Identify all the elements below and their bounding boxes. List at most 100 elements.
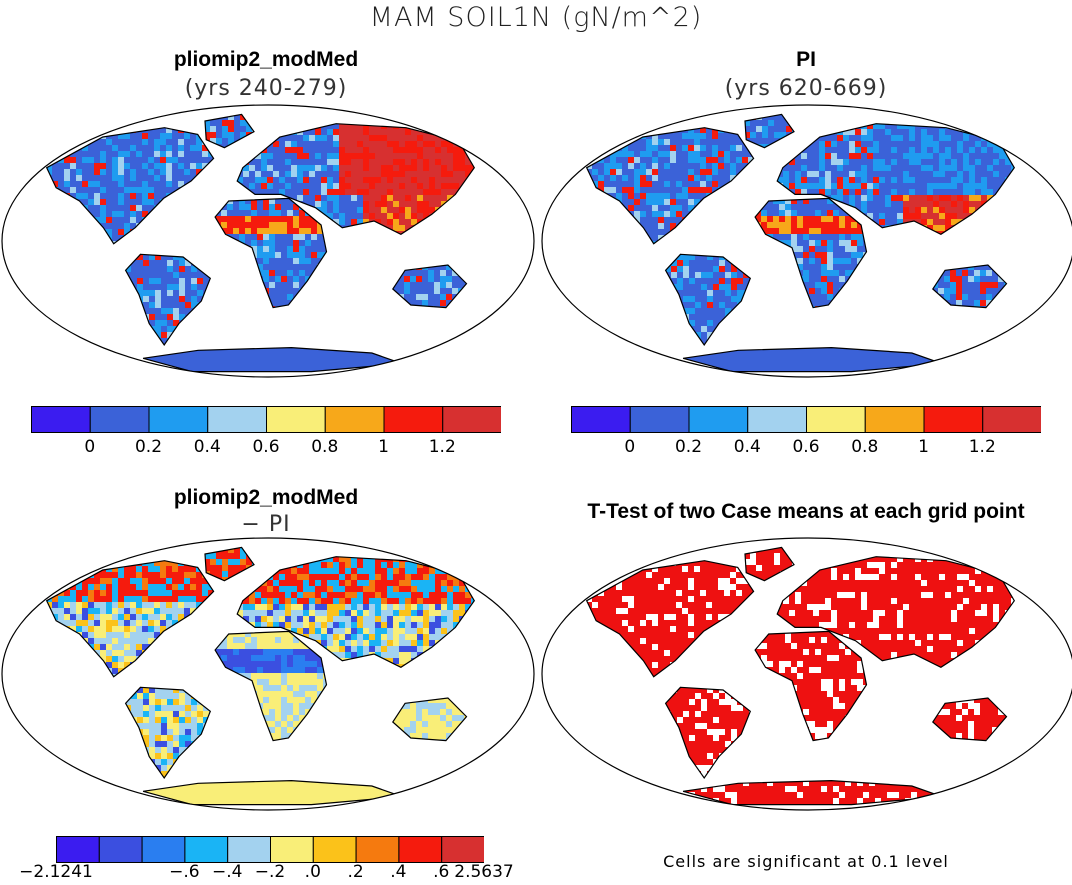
colorbar-swatch	[923, 406, 984, 433]
coastline	[585, 127, 755, 245]
colorbar-tick-label: −.6	[169, 862, 200, 882]
colorbar-swatch	[227, 836, 271, 863]
coastline	[124, 253, 212, 347]
colorbar-swatch	[324, 406, 385, 433]
colorbar-tick-label: 1	[378, 437, 389, 457]
coastline	[236, 556, 476, 668]
land-antarctica	[143, 347, 402, 372]
colorbar-swatch	[398, 836, 443, 863]
coastline	[664, 686, 752, 780]
coastline	[682, 779, 943, 806]
colorbar-swatch	[629, 406, 690, 433]
colorbar-tick-label: 0	[624, 437, 636, 457]
coastline	[142, 779, 403, 806]
map-panel-bottom-right	[541, 537, 1072, 811]
colorbar-swatch	[207, 406, 267, 433]
colorbar-tick-label: 0.6	[792, 437, 820, 457]
colorbar-swatch	[806, 406, 866, 433]
colorbar-ticks-top-left: 0 0.2 0.4 0.6 0.8 1 1.2	[31, 437, 501, 459]
coastline	[682, 346, 943, 373]
panel-title-top-right: PI	[796, 48, 816, 71]
coastline	[932, 264, 1008, 309]
colorbar-tick-label: 0.2	[674, 437, 703, 457]
colorbar-swatch	[184, 836, 229, 863]
land-north-america	[586, 560, 754, 677]
colorbar-top-right	[571, 406, 1041, 433]
coastline	[776, 123, 1016, 235]
map-border	[541, 537, 1072, 811]
coastline	[585, 560, 755, 678]
colorbar-tick-label: 0.6	[252, 437, 280, 457]
colorbar-tick-label: 1.2	[968, 437, 996, 457]
colorbar-tick-label: −2.1241	[19, 862, 93, 882]
coastline	[45, 127, 215, 245]
colorbar-ticks-bottom-left: −2.1241 −.6 −.4 −.2 .0 .2 .4 .6 2.5637	[19, 862, 514, 884]
colorbar-ticks-top-right: 0 0.2 0.4 0.6 0.8 1 1.2	[571, 437, 1041, 459]
land-africa	[215, 198, 327, 308]
colorbar-tick-label: .2	[347, 862, 364, 882]
map-border	[1, 537, 535, 811]
coastline	[932, 697, 1008, 742]
land-antarctica	[143, 780, 402, 805]
colorbar-bottom-left	[56, 836, 484, 863]
land-africa	[755, 631, 867, 741]
colorbar-swatch	[312, 836, 357, 863]
coastline	[124, 686, 212, 780]
land-north-america	[46, 127, 214, 244]
colorbar-tick-label: 0	[84, 437, 96, 457]
colorbar-tick-label: .0	[304, 862, 321, 882]
colorbar-tick-label: −.2	[254, 862, 286, 882]
coastline	[744, 546, 795, 582]
significance-footnote: Cells are significant at 0.1 level	[663, 852, 949, 871]
colorbar-tick-label: 0.4	[193, 437, 221, 457]
map-border	[541, 104, 1072, 378]
colorbar-tick-label: .6	[433, 862, 450, 882]
land-antarctica	[683, 780, 942, 805]
panel-subtitle-top-right: (yrs 620-669)	[724, 76, 888, 101]
colorbar-tick-label: 1	[918, 437, 929, 457]
colorbar-swatch	[148, 406, 209, 433]
colorbar-tick-label: 0.8	[851, 437, 879, 457]
land-antarctica	[683, 347, 942, 372]
colorbar-swatch	[864, 406, 925, 433]
land-australia	[392, 698, 467, 741]
colorbar-tick-label: 1.2	[428, 437, 456, 457]
colorbar-swatch	[747, 406, 807, 433]
colorbar-swatch	[982, 406, 1041, 433]
colorbar-tick-label: 0.2	[134, 437, 163, 457]
colorbar-tick-label: 2.5637	[454, 862, 514, 882]
land-north-america	[586, 127, 754, 244]
colorbar-swatch	[355, 836, 400, 863]
colorbar-tick-label: −.4	[211, 862, 243, 882]
colorbar-tick-label: 0.8	[311, 437, 339, 457]
map-panel-top-left	[1, 104, 535, 378]
coastline	[214, 630, 328, 742]
colorbar-swatch	[270, 836, 314, 863]
colorbar-top-left	[31, 406, 501, 433]
coastline	[142, 346, 403, 373]
coastline	[236, 123, 476, 235]
coastline	[754, 197, 868, 309]
map-panel-top-right	[541, 104, 1072, 378]
map-panel-bottom-left	[1, 537, 535, 811]
coastline	[754, 630, 868, 742]
colorbar-swatch	[383, 406, 444, 433]
land-australia	[932, 698, 1007, 741]
coastline	[204, 113, 255, 149]
colorbar-swatch	[571, 406, 631, 433]
coastline	[392, 697, 468, 742]
coastline	[214, 197, 328, 309]
land-north-america	[46, 560, 214, 677]
land-africa	[215, 631, 327, 741]
colorbar-swatch	[442, 406, 501, 433]
colorbar-tick-label: .4	[390, 862, 407, 882]
colorbar-swatch	[56, 836, 100, 863]
coastline	[392, 264, 468, 309]
panel-subtitle-top-left: (yrs 240-279)	[184, 76, 348, 101]
colorbar-swatch	[98, 836, 143, 863]
panel-subtitle-bottom-left: − PI	[241, 512, 291, 537]
land-africa	[755, 198, 867, 308]
coastline	[776, 556, 1016, 668]
map-border	[1, 104, 535, 378]
colorbar-swatch	[441, 836, 484, 863]
